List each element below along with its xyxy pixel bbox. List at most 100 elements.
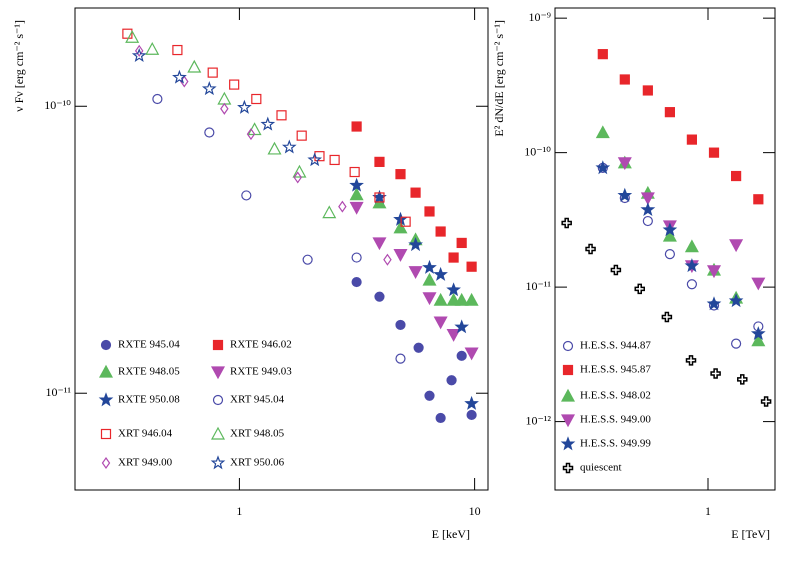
legend-marker bbox=[98, 392, 114, 407]
data-point bbox=[610, 264, 622, 276]
data-point bbox=[145, 42, 160, 55]
data-point bbox=[293, 171, 302, 184]
y-axis-label: ν Fν [erg cm⁻² s⁻¹] bbox=[12, 20, 26, 112]
data-point bbox=[422, 259, 437, 274]
data-point bbox=[172, 44, 183, 56]
data-point bbox=[260, 116, 276, 131]
data-point bbox=[351, 121, 362, 132]
data-point bbox=[448, 252, 459, 263]
data-point bbox=[351, 276, 362, 288]
legend-marker bbox=[210, 455, 226, 470]
x-tick-label: 1 bbox=[705, 504, 711, 518]
data-point bbox=[395, 169, 406, 180]
data-point bbox=[296, 130, 307, 141]
plot-frame bbox=[554, 7, 776, 491]
data-point bbox=[446, 329, 461, 342]
y-tick-label: 10⁻¹⁰ bbox=[524, 144, 551, 158]
data-point bbox=[597, 49, 608, 60]
legend-label: H.E.S.S. 948.02 bbox=[580, 390, 651, 402]
x-tick-label: 10 bbox=[469, 504, 481, 518]
y-tick-label: 10⁻¹⁰ bbox=[44, 98, 71, 112]
data-point bbox=[619, 74, 630, 85]
legend-marker bbox=[210, 426, 226, 440]
data-point bbox=[424, 390, 435, 401]
data-point bbox=[595, 160, 611, 175]
legend-label: RXTE 950.08 bbox=[118, 394, 180, 406]
plot-frame bbox=[74, 7, 489, 491]
data-point bbox=[466, 261, 477, 272]
x-tick-label: 1 bbox=[236, 504, 242, 518]
data-point bbox=[410, 187, 421, 198]
data-point bbox=[561, 217, 572, 229]
legend-marker bbox=[562, 340, 574, 352]
chart-panel: 1 10 10⁻¹⁰ 10⁻¹¹ E [keV] ν Fν [erg cm⁻² s⁻¹] R… bbox=[12, 7, 489, 541]
legend-marker bbox=[560, 388, 576, 402]
legend-marker bbox=[100, 339, 112, 351]
data-point bbox=[122, 28, 133, 39]
data-point bbox=[634, 283, 645, 295]
data-point bbox=[686, 134, 697, 145]
y-tick-label: 10⁻¹¹ bbox=[525, 279, 551, 293]
legend-label: RXTE 948.05 bbox=[118, 366, 180, 378]
data-point bbox=[307, 152, 323, 167]
data-point bbox=[685, 355, 697, 366]
data-point bbox=[750, 326, 766, 340]
data-point bbox=[329, 154, 340, 166]
legend-label: RXTE 949.03 bbox=[230, 366, 292, 378]
data-point bbox=[731, 338, 742, 349]
legend-marker bbox=[212, 339, 224, 351]
data-point bbox=[134, 44, 144, 57]
data-point bbox=[662, 222, 678, 237]
data-point bbox=[201, 81, 217, 96]
x-axis-label: E [keV] bbox=[432, 527, 470, 541]
legend-label: XRT 950.06 bbox=[230, 457, 285, 469]
data-point bbox=[446, 375, 457, 386]
data-point bbox=[617, 187, 633, 202]
data-point bbox=[433, 316, 448, 330]
data-point bbox=[322, 205, 337, 219]
y-tick-label: 10⁻¹² bbox=[525, 413, 551, 427]
legend-label: XRT 946.04 bbox=[118, 428, 173, 440]
data-point bbox=[281, 139, 297, 154]
data-point bbox=[433, 266, 448, 281]
data-point bbox=[661, 311, 673, 323]
data-point bbox=[454, 319, 470, 334]
data-point bbox=[229, 79, 240, 90]
data-point bbox=[152, 93, 163, 105]
data-point bbox=[640, 192, 655, 206]
data-point bbox=[456, 237, 467, 249]
data-point bbox=[435, 412, 446, 424]
data-point bbox=[422, 272, 437, 286]
data-point bbox=[422, 292, 437, 306]
data-point bbox=[751, 333, 766, 347]
data-point bbox=[737, 374, 748, 385]
data-point bbox=[395, 353, 406, 364]
data-point bbox=[731, 170, 742, 182]
legend-marker bbox=[562, 462, 574, 474]
data-point bbox=[446, 282, 461, 297]
data-point bbox=[237, 99, 252, 114]
data-point bbox=[464, 292, 479, 306]
data-point bbox=[349, 187, 364, 201]
legend-label: RXTE 946.02 bbox=[230, 339, 292, 351]
data-point bbox=[338, 200, 347, 213]
data-point bbox=[351, 252, 362, 263]
data-point bbox=[400, 216, 411, 227]
data-point bbox=[413, 342, 424, 353]
data-point bbox=[706, 265, 722, 279]
legend-label: RXTE 945.04 bbox=[118, 339, 180, 351]
y-axis-label: E² dN/dE [erg cm⁻² s⁻¹] bbox=[492, 20, 506, 137]
data-point bbox=[664, 107, 675, 118]
legend-label: quiescent bbox=[580, 462, 622, 474]
y-tick-label: 10⁻¹¹ bbox=[45, 385, 71, 399]
data-point bbox=[408, 237, 423, 252]
data-point bbox=[349, 166, 360, 178]
legend-marker bbox=[212, 394, 224, 406]
data-point bbox=[662, 228, 677, 242]
data-point bbox=[595, 125, 610, 139]
data-point bbox=[220, 102, 229, 115]
data-point bbox=[125, 29, 140, 43]
legend-marker bbox=[210, 366, 226, 380]
data-point bbox=[454, 292, 469, 306]
